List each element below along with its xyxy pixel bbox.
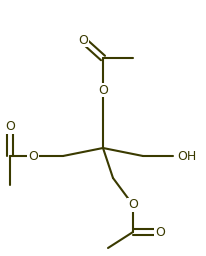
Text: O: O bbox=[78, 34, 88, 47]
Text: OH: OH bbox=[177, 150, 196, 163]
Text: O: O bbox=[28, 150, 38, 163]
Text: O: O bbox=[155, 226, 165, 239]
Text: O: O bbox=[5, 121, 15, 133]
Text: O: O bbox=[98, 83, 108, 97]
Text: O: O bbox=[128, 198, 138, 211]
